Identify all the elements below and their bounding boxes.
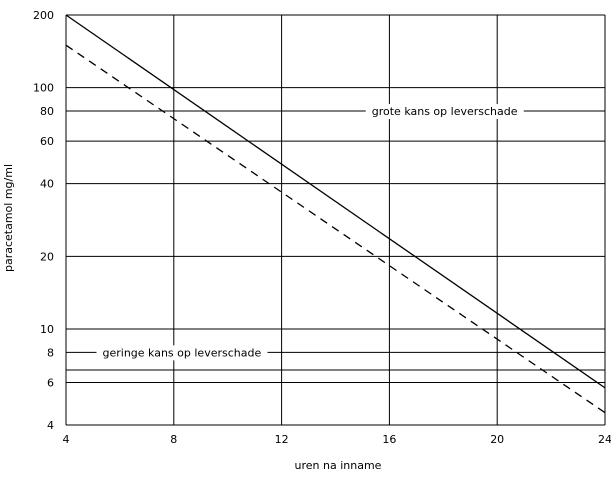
y-tick-label: 6	[47, 377, 54, 390]
annotations: grote kans op leverschade geringe kans op…	[96, 104, 524, 361]
annotation-background	[96, 345, 268, 361]
x-tick-label: 24	[598, 433, 611, 446]
x-tick-label: 12	[275, 433, 289, 446]
y-tick-label: 10	[40, 323, 54, 336]
annotation-label: grote kans op leverschade	[372, 105, 518, 118]
x-tick-label: 16	[382, 433, 396, 446]
y-tick-label: 20	[40, 250, 54, 263]
y-axis-label: paracetamol mg/ml	[2, 164, 15, 272]
x-tick-label: 4	[63, 433, 70, 446]
y-tick-label: 80	[40, 105, 54, 118]
x-axis-label: uren na inname	[295, 459, 382, 472]
y-tick-label: 8	[47, 346, 54, 359]
x-tick-label: 20	[490, 433, 504, 446]
vertical-gridlines	[65, 15, 606, 425]
tick-labels: 4 8 12 16 20 24 4 6 8 10 20 40 60 80 100 200	[33, 9, 611, 446]
dashed-threshold-line	[65, 44, 606, 414]
y-tick-label: 60	[40, 135, 54, 148]
solid-threshold-line	[65, 14, 606, 389]
y-tick-label: 100	[33, 82, 54, 95]
y-tick-label: 4	[47, 419, 54, 432]
annotation-label: geringe kans op leverschade	[103, 346, 262, 359]
series-lines	[65, 14, 606, 414]
x-tick-label: 8	[170, 433, 177, 446]
y-tick-label: 200	[33, 9, 54, 22]
y-tick-label: 40	[40, 178, 54, 191]
annotation-background	[365, 104, 524, 120]
horizontal-gridlines	[66, 14, 605, 426]
